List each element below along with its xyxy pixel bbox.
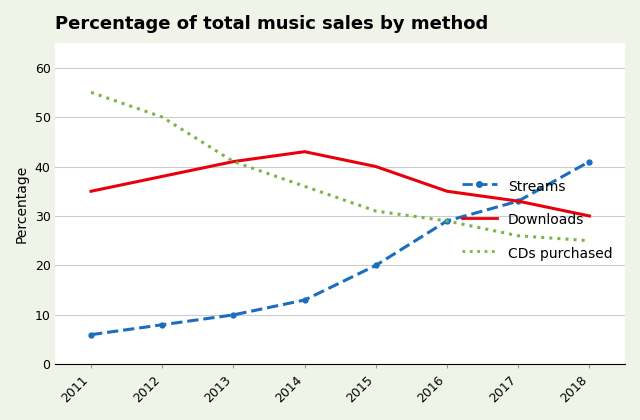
- Legend: Streams, Downloads, CDs purchased: Streams, Downloads, CDs purchased: [456, 172, 618, 267]
- Y-axis label: Percentage: Percentage: [15, 165, 29, 243]
- Text: Percentage of total music sales by method: Percentage of total music sales by metho…: [56, 15, 489, 33]
